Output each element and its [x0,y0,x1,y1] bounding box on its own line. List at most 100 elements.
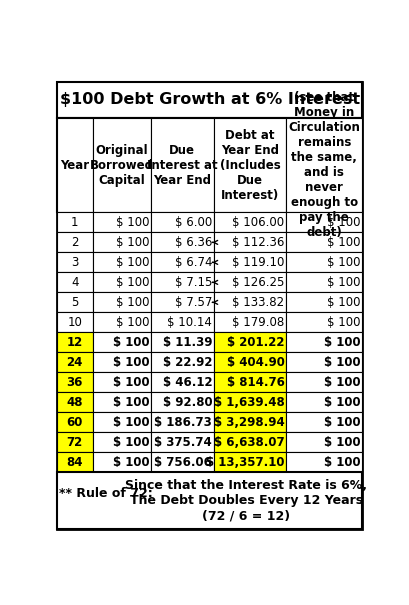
Text: $ 100: $ 100 [113,416,149,429]
Text: $ 100: $ 100 [113,336,149,349]
Text: $ 179.08: $ 179.08 [232,316,284,329]
Text: $ 133.82: $ 133.82 [232,296,284,309]
Text: Since that the Interest Rate is 6%,
The Debt Doubles Every 12 Years
(72 / 6 = 12: Since that the Interest Rate is 6%, The … [125,479,367,522]
Bar [286,292,362,312]
Bar [57,232,92,252]
Text: $ 100: $ 100 [324,376,361,389]
Bar [214,372,286,392]
Text: $ 1,639.48: $ 1,639.48 [213,396,284,409]
Bar [286,453,362,473]
Text: $ 6.74: $ 6.74 [175,256,212,269]
Bar [286,433,362,453]
Bar [214,352,286,372]
Bar [214,212,286,232]
Bar [151,332,214,352]
Bar [92,372,151,392]
Text: $ 100: $ 100 [324,356,361,369]
Text: $ 11.39: $ 11.39 [163,336,212,349]
Text: $ 404.90: $ 404.90 [227,356,284,369]
Bar [151,212,214,232]
Text: $ 100: $ 100 [116,296,149,309]
Bar [57,352,92,372]
Text: 12: 12 [67,336,83,349]
Bar [92,332,151,352]
Bar [286,312,362,332]
Text: $ 100: $ 100 [327,256,361,269]
Text: $ 6.00: $ 6.00 [175,216,212,229]
Bar [57,272,92,292]
Text: $ 100: $ 100 [324,456,361,469]
Bar [57,433,92,453]
Bar [151,413,214,433]
Text: $ 100: $ 100 [116,256,149,269]
Bar [286,232,362,252]
Text: 48: 48 [67,396,83,409]
Bar [57,413,92,433]
Text: $ 100: $ 100 [116,316,149,329]
Bar [214,413,286,433]
Bar [214,118,286,212]
Text: $ 100: $ 100 [116,236,149,249]
Text: $ 7.15: $ 7.15 [175,276,212,289]
Bar [214,453,286,473]
Text: $ 100: $ 100 [324,336,361,349]
Bar [57,372,92,392]
Bar [214,312,286,332]
Bar [151,433,214,453]
Bar [92,433,151,453]
Bar [92,118,151,212]
Bar [57,453,92,473]
Bar [57,252,92,272]
Text: $ 100: $ 100 [113,356,149,369]
Bar [151,453,214,473]
Bar [214,392,286,413]
Text: $ 6,638.07: $ 6,638.07 [214,436,284,449]
Text: $ 46.12: $ 46.12 [162,376,212,389]
Bar [57,118,92,212]
Text: 1: 1 [71,216,79,229]
Bar [151,272,214,292]
Text: $ 3,298.94: $ 3,298.94 [213,416,284,429]
Text: $ 100: $ 100 [327,296,361,309]
Bar [214,292,286,312]
Text: 4: 4 [71,276,79,289]
Text: 24: 24 [67,356,83,369]
Bar [286,392,362,413]
Text: $ 6.36: $ 6.36 [175,236,212,249]
Text: $ 100: $ 100 [113,376,149,389]
Text: $ 100: $ 100 [324,416,361,429]
Bar [286,413,362,433]
Bar [286,118,362,212]
Text: $ 100: $ 100 [113,436,149,449]
Bar [92,272,151,292]
Text: $ 10.14: $ 10.14 [167,316,212,329]
Bar [214,232,286,252]
Text: $ 756.06: $ 756.06 [154,456,212,469]
Bar [214,332,286,352]
Bar [57,292,92,312]
Bar [57,332,92,352]
Text: $ 106.00: $ 106.00 [232,216,284,229]
Bar [214,252,286,272]
Bar [92,252,151,272]
Text: ** Rule of 72:: ** Rule of 72: [59,488,153,500]
Bar [57,392,92,413]
Text: $ 814.76: $ 814.76 [227,376,284,389]
Text: 36: 36 [67,376,83,389]
Bar [57,312,92,332]
Text: $ 100: $ 100 [116,276,149,289]
Text: $ 126.25: $ 126.25 [232,276,284,289]
Text: Debt at
Year End
(Includes
Due
Interest): Debt at Year End (Includes Due Interest) [220,128,280,201]
Text: $ 186.73: $ 186.73 [155,416,212,429]
Text: $ 22.92: $ 22.92 [163,356,212,369]
Bar [92,312,151,332]
Text: $ 100: $ 100 [324,436,361,449]
Bar [286,272,362,292]
Bar [92,292,151,312]
Text: 72: 72 [67,436,83,449]
Text: $ 92.80: $ 92.80 [162,396,212,409]
Bar [57,473,362,529]
Text: $100 Debt Growth at 6% Interest: $100 Debt Growth at 6% Interest [60,93,360,107]
Bar [286,252,362,272]
Text: $ 100: $ 100 [327,276,361,289]
